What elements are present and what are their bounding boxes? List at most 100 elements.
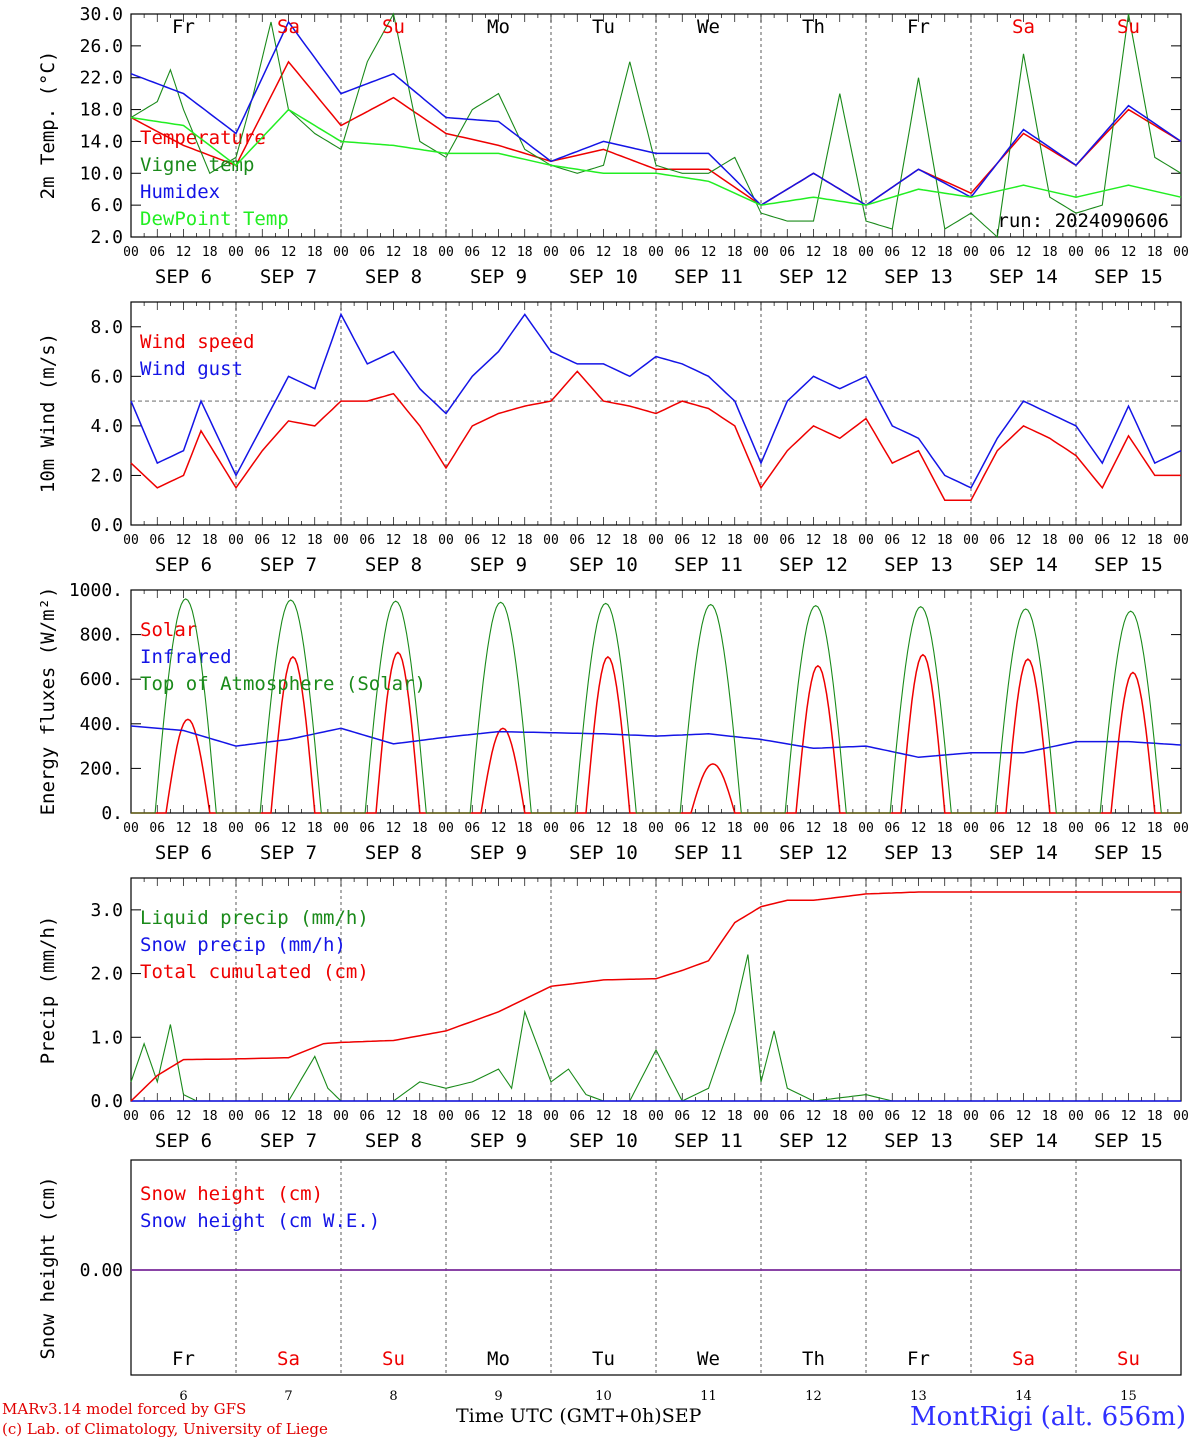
temperature-hour-label: 12: [176, 245, 192, 260]
station-name: MontRigi (alt. 656m): [910, 1402, 1186, 1432]
temperature-hour-label: 06: [674, 245, 690, 260]
energy-hour-label: 06: [359, 821, 375, 836]
day-name: Sa: [1012, 16, 1035, 38]
temperature-hour-label: 18: [937, 245, 953, 260]
energy-date-label: SEP 6: [155, 842, 212, 864]
energy-hour-label: 00: [438, 821, 454, 836]
wind-hour-label: 18: [517, 533, 533, 548]
temperature-ytick-label: 30.0: [80, 4, 123, 25]
temperature-series-temperature: [130, 60, 1182, 206]
wind-hour-label: 00: [858, 533, 874, 548]
energy-date-label: SEP 11: [674, 842, 743, 864]
run-label: run: 2024090606: [997, 210, 1169, 232]
precip-hour-label: 12: [491, 1109, 507, 1124]
wind-hour-label: 12: [386, 533, 402, 548]
precip-date-label: SEP 12: [779, 1130, 848, 1152]
temperature-series-vigne-temp: [130, 12, 1182, 239]
energy-hour-label: 06: [149, 821, 165, 836]
snow-day-number: 8: [389, 1389, 397, 1404]
precip-hour-label: 06: [464, 1109, 480, 1124]
energy-hour-label: 12: [806, 821, 822, 836]
energy-hour-label: 00: [858, 821, 874, 836]
wind-hour-label: 18: [1042, 533, 1058, 548]
snow-day-number: 10: [595, 1389, 612, 1404]
temperature-ytick-label: 10.0: [80, 163, 123, 184]
copyright: (c) Lab. of Climatology, University of L…: [2, 1420, 328, 1438]
wind-date-label: SEP 8: [365, 554, 422, 576]
wind-hour-label: 18: [1147, 533, 1163, 548]
temperature-hour-label: 00: [963, 245, 979, 260]
day-name: Fr: [907, 16, 930, 38]
day-name: Fr: [172, 16, 195, 38]
precip-date-label: SEP 7: [260, 1130, 317, 1152]
day-name: Su: [1117, 16, 1140, 38]
precip-hour-label: 00: [1068, 1109, 1084, 1124]
temperature-date-label: SEP 12: [779, 266, 848, 288]
energy-date-label: SEP 12: [779, 842, 848, 864]
precip-hour-label: 00: [228, 1109, 244, 1124]
precip-date-label: SEP 6: [155, 1130, 212, 1152]
precip-hour-label: 06: [989, 1109, 1005, 1124]
energy-hour-label: 06: [569, 821, 585, 836]
energy-series-infrared: [130, 725, 1182, 759]
temperature-hour-label: 00: [123, 245, 139, 260]
wind-hour-label: 06: [1094, 533, 1110, 548]
precip-hour-label: 18: [937, 1109, 953, 1124]
wind-hour-label: 12: [1016, 533, 1032, 548]
energy-hour-label: 00: [1068, 821, 1084, 836]
temperature-date-label: SEP 13: [884, 266, 953, 288]
snow-ytick-label: 0.00: [80, 1260, 123, 1281]
temperature-hour-label: 18: [727, 245, 743, 260]
temperature-hour-label: 12: [701, 245, 717, 260]
precip-hour-label: 00: [1173, 1109, 1189, 1124]
energy-date-label: SEP 15: [1094, 842, 1163, 864]
temperature-ytick-label: 2.0: [90, 227, 123, 248]
energy-ytick-label: 1000.: [69, 580, 123, 601]
temperature-hour-label: 18: [202, 245, 218, 260]
energy-hour-label: 18: [412, 821, 428, 836]
energy-hour-label: 12: [701, 821, 717, 836]
precip-hour-label: 00: [543, 1109, 559, 1124]
temperature-hour-label: 12: [911, 245, 927, 260]
energy-hour-label: 06: [779, 821, 795, 836]
wind-hour-label: 06: [464, 533, 480, 548]
wind-hour-label: 18: [412, 533, 428, 548]
wind-date-label: SEP 12: [779, 554, 848, 576]
wind-hour-label: 00: [123, 533, 139, 548]
temperature-legend-2: Humidex: [140, 181, 220, 203]
day-name: Sa: [277, 16, 300, 38]
energy-hour-label: 18: [1042, 821, 1058, 836]
energy-hour-label: 18: [307, 821, 323, 836]
precip-hour-label: 18: [1147, 1109, 1163, 1124]
precip-ylabel: Precip (mm/h): [37, 916, 59, 1065]
precip-hour-label: 00: [333, 1109, 349, 1124]
temperature-date-label: SEP 9: [470, 266, 527, 288]
temperature-hour-label: 18: [1042, 245, 1058, 260]
wind-series-wind-gust: [130, 312, 1182, 489]
energy-hour-label: 00: [123, 821, 139, 836]
temperature-date-label: SEP 14: [989, 266, 1058, 288]
precip-hour-label: 06: [254, 1109, 270, 1124]
snow-day-name: Th: [802, 1348, 825, 1370]
wind-date-label: SEP 13: [884, 554, 953, 576]
energy-hour-label: 18: [937, 821, 953, 836]
precip-hour-label: 00: [438, 1109, 454, 1124]
precip-hour-label: 06: [569, 1109, 585, 1124]
temperature-hour-label: 18: [412, 245, 428, 260]
energy-legend-0: Solar: [140, 619, 197, 641]
wind-hour-label: 00: [1173, 533, 1189, 548]
energy-series-top-of-atmosphere-solar-: [131, 598, 1181, 814]
temperature-hour-label: 06: [569, 245, 585, 260]
wind-date-label: SEP 9: [470, 554, 527, 576]
wind-date-label: SEP 11: [674, 554, 743, 576]
wind-hour-label: 06: [989, 533, 1005, 548]
energy-ytick-label: 800.: [80, 625, 123, 646]
energy-hour-label: 18: [517, 821, 533, 836]
temperature-hour-label: 00: [1068, 245, 1084, 260]
energy-ytick-label: 400.: [80, 714, 123, 735]
temperature-date-label: SEP 8: [365, 266, 422, 288]
snow-day-name: Mo: [487, 1348, 510, 1370]
wind-legend-1: Wind gust: [140, 358, 243, 380]
wind-hour-label: 06: [884, 533, 900, 548]
wind-hour-label: 00: [963, 533, 979, 548]
